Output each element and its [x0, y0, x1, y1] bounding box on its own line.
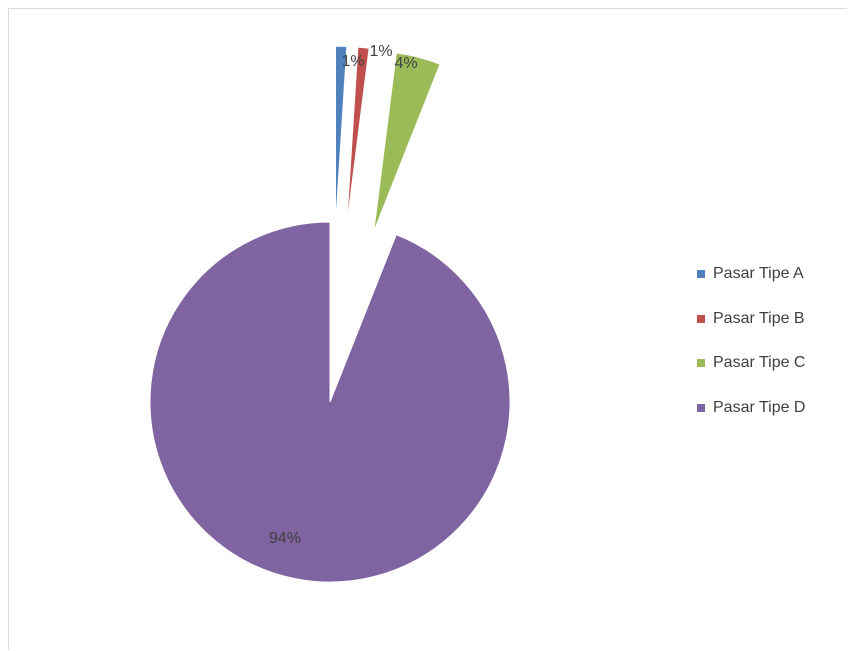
legend-swatch-b — [697, 314, 705, 323]
legend-item-pasar-tipe-b: Pasar Tipe B — [697, 297, 805, 342]
pie-data-labels: 1%1%4%94% — [269, 43, 418, 547]
legend-label: Pasar Tipe B — [713, 309, 805, 327]
pie-slice-pasar-tipe-a — [335, 45, 348, 227]
legend-item-pasar-tipe-a: Pasar Tipe A — [697, 252, 805, 297]
legend-swatch-c — [697, 359, 705, 368]
legend: Pasar Tipe A Pasar Tipe B Pasar Tipe C P… — [697, 252, 805, 430]
legend-label: Pasar Tipe C — [713, 354, 806, 372]
chart-frame — [8, 8, 847, 650]
pie-slice-pasar-tipe-d — [149, 221, 511, 583]
data-label-pasar-tipe-b: 1% — [369, 43, 392, 60]
data-label-pasar-tipe-d: 94% — [269, 530, 301, 547]
data-label-pasar-tipe-a: 1% — [341, 53, 364, 70]
pie-slices — [149, 45, 511, 583]
legend-item-pasar-tipe-d: Pasar Tipe D — [697, 386, 805, 431]
legend-swatch-d — [697, 403, 705, 412]
data-label-pasar-tipe-c: 4% — [394, 55, 417, 72]
legend-label: Pasar Tipe D — [713, 398, 806, 416]
legend-swatch-a — [697, 270, 705, 279]
pie-slice-pasar-tipe-c — [373, 52, 441, 232]
legend-label: Pasar Tipe A — [713, 265, 804, 283]
pie-slice-pasar-tipe-b — [346, 46, 370, 227]
legend-item-pasar-tipe-c: Pasar Tipe C — [697, 341, 805, 386]
